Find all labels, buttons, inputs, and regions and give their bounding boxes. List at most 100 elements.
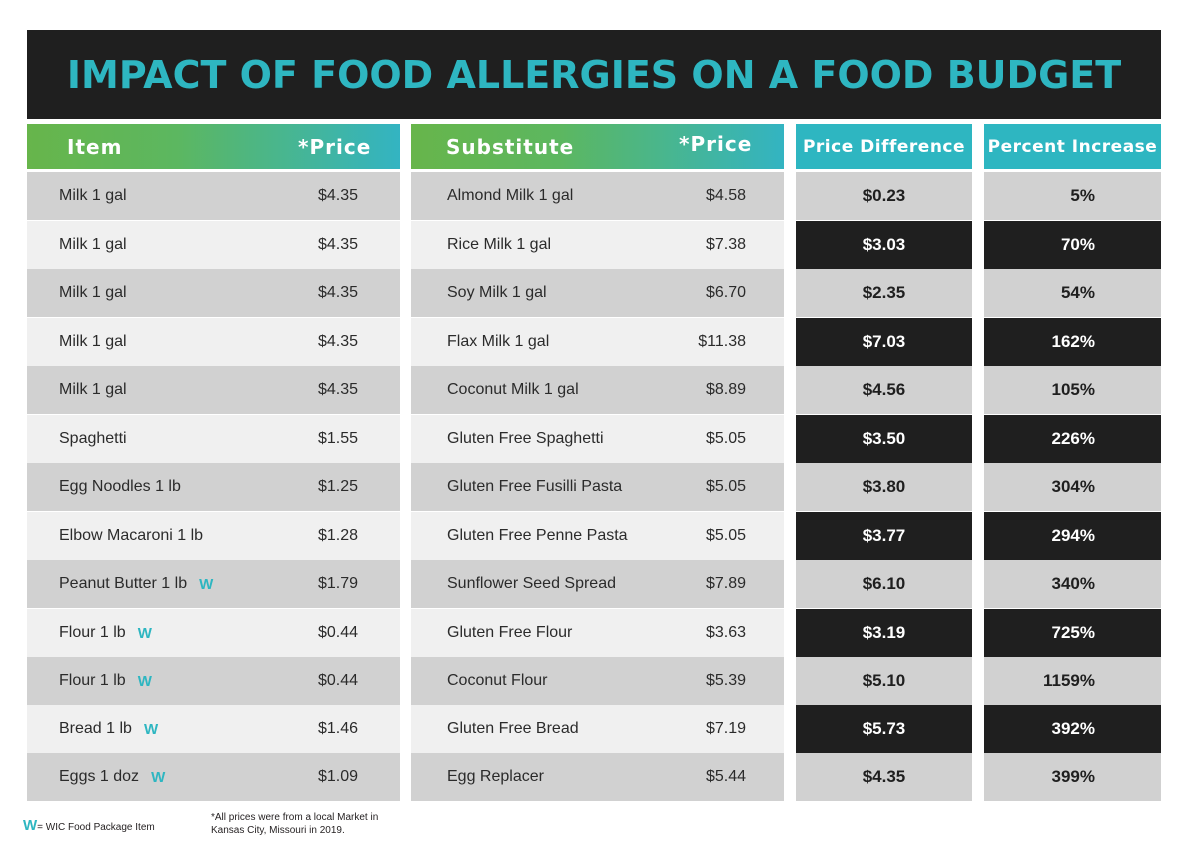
substitute-name: Coconut Flour [447, 672, 548, 689]
percent-increase-cell: 304% [984, 463, 1161, 511]
table-row: Flour 1 lb W $0.44 [27, 657, 400, 705]
substitute-price: $6.70 [705, 284, 746, 301]
substitute-price: $5.39 [705, 672, 746, 689]
table-row: Rice Milk 1 gal $7.38 [411, 221, 784, 269]
item-name: Milk 1 gal [59, 333, 127, 350]
header-difference: Price Difference [802, 136, 966, 157]
price-difference-cell: $7.03 [796, 318, 972, 366]
item-price: $0.44 [317, 624, 358, 641]
item-price: $1.09 [317, 768, 358, 785]
item-cell: Milk 1 gal [59, 221, 139, 269]
table-row: Milk 1 gal $4.35 [27, 366, 400, 414]
table-row: Egg Noodles 1 lb $1.25 [27, 463, 400, 511]
wic-marker: W [199, 575, 214, 593]
item-name: Egg Noodles 1 lb [59, 478, 181, 495]
table-row: Gluten Free Flour $3.63 [411, 609, 784, 657]
table-row: Coconut Milk 1 gal $8.89 [411, 366, 784, 414]
substitute-name: Flax Milk 1 gal [447, 333, 550, 350]
header-sub-price: *Price [679, 132, 753, 156]
legend-text: = WIC Food Package Item [37, 822, 155, 833]
substitute-name: Sunflower Seed Spread [447, 575, 616, 592]
table-row: Gluten Free Bread $7.19 [411, 705, 784, 753]
substitute-name: Almond Milk 1 gal [447, 187, 574, 204]
substitute-price: $5.05 [705, 478, 746, 495]
item-name: Peanut Butter 1 lb [59, 575, 188, 592]
item-cell: Milk 1 gal [59, 269, 139, 317]
table-row: Milk 1 gal $4.35 [27, 221, 400, 269]
substitute-price: $5.05 [705, 527, 746, 544]
item-cell: Peanut Butter 1 lb W [59, 560, 213, 608]
wic-marker: W [151, 768, 166, 786]
item-cell: Milk 1 gal [59, 318, 139, 366]
percent-increase-cell: 340% [984, 560, 1161, 608]
substitute-name: Soy Milk 1 gal [447, 284, 547, 301]
substitute-name: Gluten Free Penne Pasta [447, 527, 628, 544]
substitute-name: Egg Replacer [447, 768, 544, 785]
header-substitute-price: Substitute *Price [411, 124, 784, 169]
header-percent: Percent Increase [987, 136, 1158, 157]
table-row: Milk 1 gal $4.35 [27, 269, 400, 317]
price-source-note: *All prices were from a local Market in … [211, 812, 379, 836]
table-row: Eggs 1 doz W $1.09 [27, 753, 400, 801]
item-cell: Milk 1 gal [59, 366, 139, 414]
wic-marker: W [137, 672, 152, 690]
substitute-price: $7.89 [705, 575, 746, 592]
item-name: Elbow Macaroni 1 lb [59, 527, 204, 544]
item-name: Flour 1 lb [59, 672, 126, 689]
item-price: $0.44 [317, 672, 358, 689]
price-difference-cell: $3.19 [796, 609, 972, 657]
substitute-price: $7.38 [705, 236, 746, 253]
substitute-price: $5.44 [705, 768, 746, 785]
item-name: Bread 1 lb [59, 720, 132, 737]
substitute-name: Coconut Milk 1 gal [447, 381, 579, 398]
item-cell: Spaghetti [59, 415, 139, 463]
header-item-price: Item *Price [27, 124, 400, 169]
item-price: $1.46 [317, 720, 358, 737]
wic-marker: W [143, 720, 159, 738]
price-difference-cell: $5.10 [796, 657, 972, 705]
item-price: $4.35 [317, 236, 358, 253]
percent-increase-cell: 725% [984, 609, 1161, 657]
wic-marker: W [137, 624, 152, 642]
header-price: *Price [298, 134, 372, 159]
title-banner: IMPACT OF FOOD ALLERGIES ON A FOOD BUDGE… [27, 30, 1161, 119]
price-difference-cell: $5.73 [796, 705, 972, 753]
percent-increase-cell: 226% [984, 415, 1161, 463]
table-row: Gluten Free Fusilli Pasta $5.05 [411, 463, 784, 511]
header-substitute: Substitute [446, 134, 575, 159]
price-difference-cell: $4.56 [796, 366, 972, 414]
substitute-price: $5.05 [705, 430, 746, 447]
substitute-price: $3.63 [705, 624, 746, 641]
table-row: Gluten Free Spaghetti $5.05 [411, 415, 784, 463]
percent-increase-cell: 399% [984, 753, 1161, 801]
table-row: Flax Milk 1 gal $11.38 [411, 318, 784, 366]
table-row: Sunflower Seed Spread $7.89 [411, 560, 784, 608]
percent-increase-cell: 392% [984, 705, 1161, 753]
wic-symbol: W [23, 817, 38, 834]
price-difference-cell: $6.10 [796, 560, 972, 608]
header-price-difference: Price Difference [796, 124, 972, 169]
percent-increase-cell: 162% [984, 318, 1161, 366]
percent-increase-cell: 70% [984, 221, 1161, 269]
percent-increase-cell: 294% [984, 512, 1161, 560]
page-title: IMPACT OF FOOD ALLERGIES ON A FOOD BUDGE… [66, 52, 1122, 97]
item-price: $4.35 [317, 284, 358, 301]
price-difference-cell: $3.03 [796, 221, 972, 269]
percent-increase-cell: 54% [984, 269, 1161, 317]
substitute-price: $4.58 [705, 187, 746, 204]
substitute-price: $11.38 [698, 333, 746, 350]
substitute-name: Gluten Free Flour [447, 624, 573, 641]
item-price: $1.25 [317, 478, 358, 495]
table-row: Milk 1 gal $4.35 [27, 318, 400, 366]
item-cell: Elbow Macaroni 1 lb [59, 512, 215, 560]
table-row: Elbow Macaroni 1 lb $1.28 [27, 512, 400, 560]
table-row: Milk 1 gal $4.35 [27, 172, 400, 220]
item-price: $1.55 [317, 430, 358, 447]
item-price: $1.79 [317, 575, 358, 592]
percent-increase-cell: 1159% [984, 657, 1161, 705]
item-name: Spaghetti [59, 430, 127, 447]
header-percent-increase: Percent Increase [984, 124, 1161, 169]
price-difference-cell: $0.23 [796, 172, 972, 220]
table-row: Flour 1 lb W $0.44 [27, 609, 400, 657]
percent-increase-cell: 105% [984, 366, 1161, 414]
